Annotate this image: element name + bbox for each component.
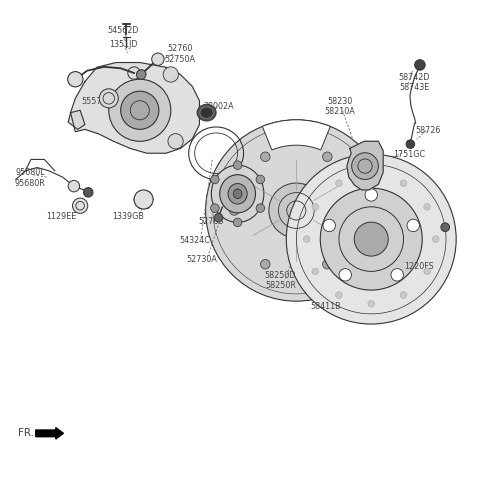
Ellipse shape bbox=[228, 184, 247, 205]
Ellipse shape bbox=[211, 166, 264, 223]
Text: 58411B: 58411B bbox=[311, 302, 341, 311]
Circle shape bbox=[68, 181, 80, 193]
Polygon shape bbox=[68, 111, 85, 130]
Text: 58742D
58743E: 58742D 58743E bbox=[398, 73, 430, 92]
Text: 1339GB: 1339GB bbox=[112, 212, 144, 220]
Circle shape bbox=[336, 292, 342, 299]
Circle shape bbox=[323, 152, 332, 162]
Text: 38002A: 38002A bbox=[203, 102, 234, 111]
Circle shape bbox=[391, 269, 403, 282]
Circle shape bbox=[152, 54, 164, 66]
Circle shape bbox=[211, 176, 219, 184]
FancyArrow shape bbox=[36, 428, 63, 439]
Ellipse shape bbox=[233, 190, 242, 199]
Circle shape bbox=[134, 191, 153, 210]
Ellipse shape bbox=[200, 108, 213, 119]
Text: 58726: 58726 bbox=[416, 125, 441, 135]
Text: 54562D: 54562D bbox=[108, 26, 139, 34]
Ellipse shape bbox=[205, 121, 387, 302]
Text: 95680L
95680R: 95680L 95680R bbox=[15, 168, 46, 187]
Circle shape bbox=[415, 60, 425, 71]
Circle shape bbox=[424, 204, 431, 211]
Circle shape bbox=[211, 204, 219, 213]
Text: 58230
58210A: 58230 58210A bbox=[325, 97, 356, 116]
Circle shape bbox=[339, 269, 351, 282]
Circle shape bbox=[99, 90, 118, 108]
Ellipse shape bbox=[269, 183, 324, 239]
Text: 1129EE: 1129EE bbox=[46, 212, 76, 220]
Circle shape bbox=[441, 224, 449, 232]
Circle shape bbox=[365, 189, 377, 202]
Circle shape bbox=[432, 236, 439, 243]
Text: 55579: 55579 bbox=[82, 97, 107, 106]
Polygon shape bbox=[347, 142, 383, 191]
Circle shape bbox=[407, 220, 420, 232]
Text: 1351JD: 1351JD bbox=[109, 40, 137, 49]
Text: 1220FS: 1220FS bbox=[404, 261, 434, 270]
Circle shape bbox=[336, 181, 342, 187]
Circle shape bbox=[168, 135, 183, 150]
Circle shape bbox=[312, 269, 319, 275]
Circle shape bbox=[352, 153, 378, 180]
Text: 52730A: 52730A bbox=[186, 254, 217, 263]
Circle shape bbox=[256, 176, 264, 184]
Circle shape bbox=[261, 260, 270, 270]
Ellipse shape bbox=[320, 189, 422, 290]
Circle shape bbox=[68, 73, 83, 88]
Ellipse shape bbox=[197, 105, 216, 122]
Wedge shape bbox=[263, 121, 330, 151]
Circle shape bbox=[406, 140, 415, 149]
Text: 58250D
58250R: 58250D 58250R bbox=[265, 271, 296, 290]
Circle shape bbox=[214, 214, 223, 223]
Circle shape bbox=[354, 206, 363, 216]
Circle shape bbox=[72, 198, 88, 214]
Ellipse shape bbox=[286, 155, 456, 324]
Circle shape bbox=[256, 204, 264, 213]
Circle shape bbox=[233, 162, 242, 170]
Ellipse shape bbox=[354, 223, 388, 257]
Ellipse shape bbox=[220, 175, 255, 213]
Circle shape bbox=[109, 80, 171, 142]
Circle shape bbox=[400, 292, 407, 299]
Circle shape bbox=[261, 152, 270, 162]
Circle shape bbox=[424, 269, 431, 275]
Circle shape bbox=[233, 219, 242, 227]
Circle shape bbox=[368, 301, 374, 307]
Polygon shape bbox=[71, 63, 199, 154]
Text: FR.: FR. bbox=[18, 427, 34, 438]
Circle shape bbox=[323, 260, 332, 270]
Circle shape bbox=[163, 68, 179, 83]
Circle shape bbox=[303, 236, 310, 243]
Circle shape bbox=[323, 220, 336, 232]
Circle shape bbox=[368, 172, 374, 179]
Text: 54324C: 54324C bbox=[179, 235, 210, 244]
Circle shape bbox=[400, 181, 407, 187]
Circle shape bbox=[136, 71, 146, 80]
Text: 52763: 52763 bbox=[199, 216, 224, 225]
Circle shape bbox=[120, 92, 159, 130]
Circle shape bbox=[229, 206, 239, 216]
Circle shape bbox=[84, 188, 93, 197]
Circle shape bbox=[312, 204, 319, 211]
Text: 52760
52750A: 52760 52750A bbox=[165, 44, 196, 63]
Text: 1751GC: 1751GC bbox=[393, 150, 425, 158]
